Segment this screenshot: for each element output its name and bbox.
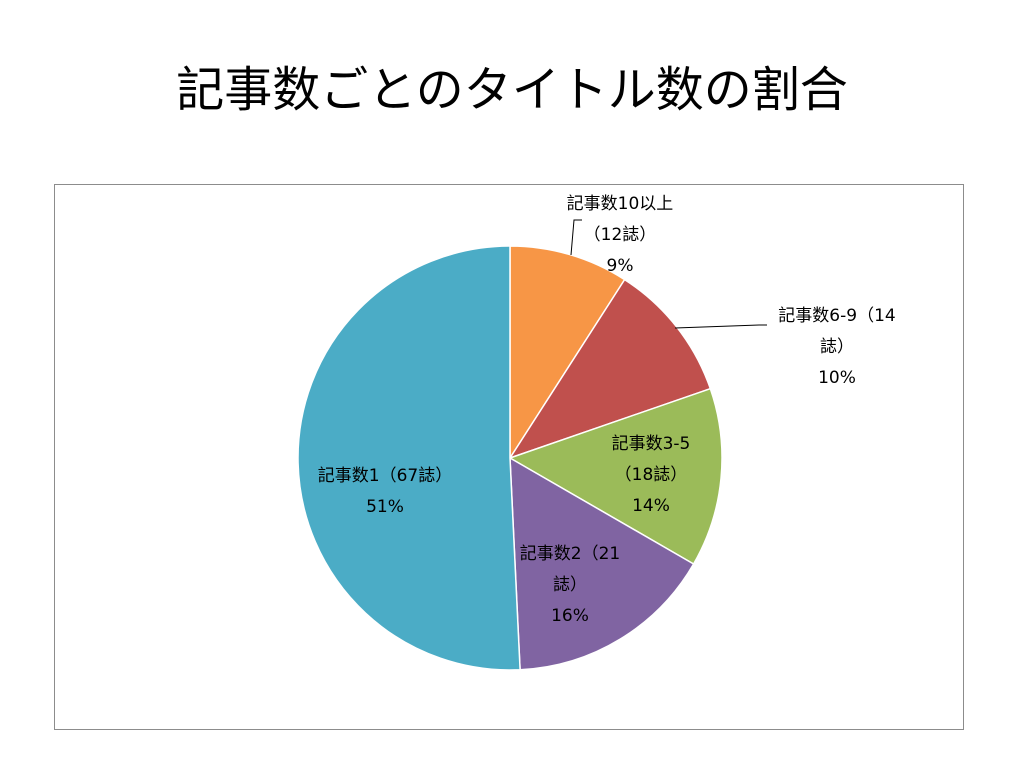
data-label-5: 記事数1（67誌） 51%	[318, 466, 452, 517]
data-label-line: 記事数2（21	[520, 544, 620, 564]
data-label-2: 記事数6-9（14 誌） 10%	[778, 306, 895, 388]
data-label-line: 誌）	[820, 337, 854, 357]
data-label-line: 10%	[818, 368, 856, 388]
pie-slice-4	[509, 456, 695, 671]
data-label-line: 誌）	[553, 575, 587, 595]
data-label-line: 記事数3-5	[612, 434, 691, 454]
data-label-line: 記事数10以上	[567, 194, 674, 214]
pie-slice-1	[509, 245, 626, 461]
data-label-line: 9%	[607, 256, 634, 276]
data-label-1: 記事数10以上 （12誌） 9%	[567, 194, 674, 276]
data-label-line: 51%	[366, 497, 404, 517]
data-label-4: 記事数2（21 誌） 16%	[520, 544, 620, 626]
data-label-line: 16%	[551, 606, 589, 626]
data-label-line: 記事数6-9（14	[778, 306, 895, 326]
pie-slice-3	[508, 387, 723, 566]
slide-title: 記事数ごとのタイトル数の割合	[176, 62, 848, 118]
data-label-line: 記事数1（67誌）	[318, 466, 452, 486]
pie-slice-5	[297, 245, 521, 671]
pie-slice-2	[508, 278, 712, 460]
data-label-line: （18誌）	[615, 465, 688, 485]
data-label-3: 記事数3-5 （18誌） 14%	[612, 434, 691, 516]
data-label-line: 14%	[632, 496, 670, 516]
pie-chart: 記事数10以上 （12誌） 9% 記事数6-9（14 誌） 10% 記事数3-5 （18誌） 1…	[297, 194, 896, 671]
chart-frame: 記事数10以上 （12誌） 9% 記事数6-9（14 誌） 10% 記事数3-5 （18誌） 1…	[54, 184, 964, 730]
leader-line-2	[674, 324, 767, 329]
leader-line-1	[570, 219, 582, 256]
data-label-line: （12誌）	[584, 225, 657, 245]
